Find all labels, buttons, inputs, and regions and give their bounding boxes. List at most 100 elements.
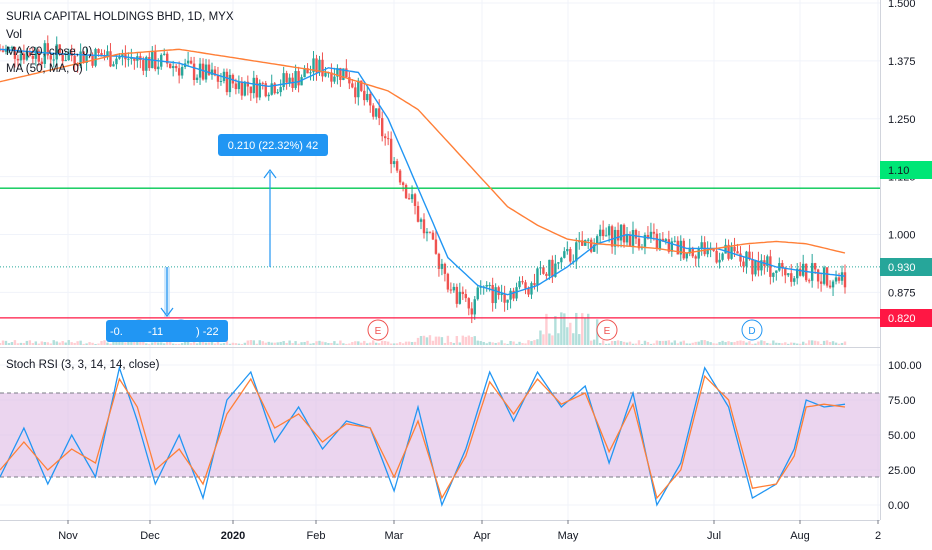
candle-body (825, 267, 829, 286)
volume-bar (775, 342, 778, 345)
volume-bar (637, 340, 641, 345)
candle-body (264, 83, 267, 97)
volume-bar (831, 341, 835, 345)
volume-bar (386, 341, 390, 345)
candle-body (619, 224, 623, 241)
volume-bar (300, 342, 303, 345)
candle-body (321, 59, 324, 77)
candle-body (595, 236, 599, 245)
candle-body (799, 268, 802, 276)
candle-body (601, 229, 605, 237)
candle-body (822, 267, 826, 284)
candle-body (488, 284, 491, 286)
volume-bar (590, 340, 593, 345)
candle-body (667, 239, 671, 252)
event-marker-label: E (375, 326, 382, 337)
volume-bar (70, 342, 73, 345)
volume-bar (682, 340, 685, 345)
time-axis[interactable]: Nov Dec 2020 Feb Mar Apr May Jul Aug 2 (0, 520, 881, 542)
red-level-text: 0.820 (888, 313, 916, 325)
volume-bar (757, 341, 760, 345)
candle-body (395, 161, 399, 171)
candle-body (148, 57, 151, 69)
candle-body (109, 51, 112, 67)
candle-body (330, 72, 333, 82)
candle-body (643, 234, 647, 247)
volume-bar (425, 337, 429, 345)
candle-body (837, 277, 841, 281)
volume-bar (554, 316, 557, 345)
volume-bar (676, 343, 679, 345)
volume-bar (760, 340, 763, 345)
volume-bar (706, 341, 709, 345)
volume-bar (324, 342, 327, 345)
volume-bar (7, 343, 11, 345)
volume-bar (592, 339, 596, 345)
volume-bar (613, 341, 617, 345)
candle-body (279, 86, 282, 93)
candle-body (521, 281, 524, 283)
candle-body (61, 53, 64, 62)
volume-bar (312, 343, 315, 345)
candle-body (733, 246, 736, 252)
time-axis-ticks: Nov Dec 2020 Feb Mar Apr May Jul Aug 2 (58, 520, 881, 542)
volume-bar (649, 343, 653, 345)
dividend-marker[interactable]: D (741, 319, 763, 341)
time-tick-label: Feb (307, 530, 326, 542)
candle-body (467, 298, 470, 309)
candle-body (542, 267, 545, 274)
volume-bar (25, 340, 29, 345)
event-marker-circle (596, 319, 618, 341)
volume-bar (234, 343, 238, 345)
stoch-rsi-k-line (0, 365, 846, 508)
candle-body (712, 248, 715, 251)
candle-body (52, 59, 55, 61)
volume-bar (515, 343, 518, 345)
candle-body (649, 231, 653, 239)
volume-bar (192, 340, 196, 345)
candle-body (342, 68, 345, 81)
candle-body (801, 263, 805, 276)
volume-bar (694, 341, 697, 345)
candle-body (354, 87, 357, 98)
candle-body (557, 262, 560, 264)
candle-body (616, 229, 620, 241)
volume-bar (279, 341, 282, 345)
volume-bar (634, 343, 638, 345)
volume-bar (273, 342, 276, 345)
candle-body (180, 66, 184, 76)
measure-tool-up[interactable]: 0.210 (22.32%) 42 (218, 134, 328, 267)
candle-body (249, 86, 253, 94)
volume-bar (584, 317, 587, 345)
candle-body (440, 263, 444, 269)
candle-body (658, 238, 662, 249)
candle-body (195, 77, 199, 80)
volume-bar (661, 340, 665, 345)
volume-bar (258, 340, 261, 345)
stoch-rsi-pane[interactable]: Stoch RSI (3, 3, 14, 14, close) (0, 359, 880, 508)
candle-body (790, 273, 793, 282)
earnings-marker[interactable]: E (367, 319, 389, 341)
volume-bar (306, 340, 309, 345)
price-pane[interactable]: EDEED 0.210 (22.32%) 42 -0. -11 ) -22 SU… (0, 11, 880, 345)
volume-bar (297, 343, 300, 345)
volume-bar (485, 343, 488, 345)
candle-body (315, 58, 318, 73)
measure-tool-down[interactable]: -0. -11 ) -22 (106, 267, 228, 342)
candle-body (28, 51, 32, 56)
price-tick-label: 1.250 (888, 114, 916, 126)
volume-bar (342, 343, 345, 345)
horizontal-lines[interactable] (0, 187, 880, 319)
candle-body (363, 90, 366, 101)
candle-body (473, 299, 476, 315)
earnings-marker[interactable]: E (596, 319, 618, 341)
candle-body (207, 64, 211, 75)
candle-body (157, 66, 160, 70)
candle-body (94, 49, 97, 66)
volume-bar (578, 334, 581, 345)
candle-body (760, 260, 763, 271)
candle-body (584, 240, 587, 246)
volume-bar (557, 333, 560, 345)
